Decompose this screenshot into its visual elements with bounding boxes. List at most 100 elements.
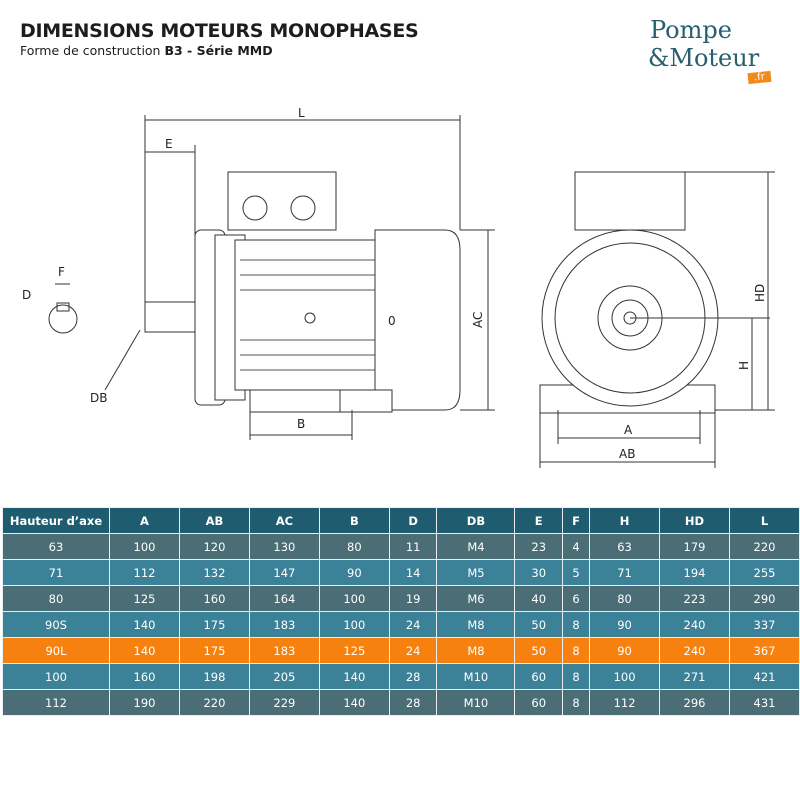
table-cell: 112 <box>109 559 180 586</box>
table-cell: 220 <box>728 533 800 560</box>
label-AB: AB <box>619 447 635 461</box>
table-cell: 229 <box>248 689 320 716</box>
table-cell: 271 <box>659 663 730 690</box>
table-cell: 50 <box>514 611 564 638</box>
table-row: 112 190 220 229 140 28 M10 60 8 112 296 431 <box>2 689 800 716</box>
page-subtitle: Forme de construction B3 - Série MMD <box>20 43 273 58</box>
table-cell: 24 <box>388 637 438 664</box>
table-cell: M8 <box>436 611 516 638</box>
table-cell: 164 <box>248 585 320 612</box>
table-cell: 120 <box>178 533 250 560</box>
table-cell: 147 <box>248 559 320 586</box>
table-cell: 290 <box>728 585 800 612</box>
table-cell: 100 <box>109 533 180 560</box>
table-cell: 130 <box>248 533 320 560</box>
label-zero: 0 <box>388 314 396 328</box>
table-row: 63 100 120 130 80 11 M4 23 4 63 179 220 <box>2 533 800 560</box>
table-cell: 60 <box>514 689 564 716</box>
table-cell: 205 <box>248 663 320 690</box>
table-cell: 125 <box>318 637 390 664</box>
table-cell: M8 <box>436 637 516 664</box>
table-cell: 8 <box>562 637 591 664</box>
table-cell: 431 <box>728 689 800 716</box>
label-H: H <box>737 361 751 370</box>
subtitle-text: Forme de construction <box>20 43 165 58</box>
table-cell: 220 <box>178 689 250 716</box>
table-cell: 14 <box>388 559 438 586</box>
table-cell: 90 <box>589 611 661 638</box>
column-header: H <box>589 507 661 534</box>
table-cell: 8 <box>562 611 591 638</box>
label-D: D <box>22 288 31 302</box>
label-AC: AC <box>471 312 485 328</box>
table-cell: 175 <box>178 637 250 664</box>
table-header-row: Hauteur d’axe A AB AC B D DB E F H HD L <box>2 507 800 534</box>
table-row: 71 112 132 147 90 14 M5 30 5 71 194 255 <box>2 559 800 586</box>
table-cell: 80 <box>318 533 390 560</box>
table-cell: 8 <box>562 689 591 716</box>
table-cell: 11 <box>388 533 438 560</box>
table-cell: 140 <box>318 663 390 690</box>
table-cell: 6 <box>562 585 591 612</box>
page-title: DIMENSIONS MOTEURS MONOPHASES <box>20 20 419 42</box>
table-cell: 100 <box>589 663 661 690</box>
table-cell: 183 <box>248 637 320 664</box>
table-cell: 112 <box>2 689 110 716</box>
table-row: 80 125 160 164 100 19 M6 40 6 80 223 290 <box>2 585 800 612</box>
table-cell: 80 <box>589 585 661 612</box>
column-header: L <box>728 507 800 534</box>
table-cell: 19 <box>388 585 438 612</box>
label-F: F <box>58 265 65 279</box>
logo-line2: &Moteur <box>648 44 760 72</box>
column-header: DB <box>436 507 516 534</box>
table-cell: 240 <box>659 637 730 664</box>
table-cell: 223 <box>659 585 730 612</box>
table-cell: 90 <box>318 559 390 586</box>
table-cell: 40 <box>514 585 564 612</box>
column-header: D <box>388 507 438 534</box>
table-cell: 8 <box>562 663 591 690</box>
table-cell: 296 <box>659 689 730 716</box>
table-cell: 100 <box>318 611 390 638</box>
table-cell: M10 <box>436 689 516 716</box>
label-A: A <box>624 423 633 437</box>
table-row: 90S 140 175 183 100 24 M8 50 8 90 240 337 <box>2 611 800 638</box>
table-cell: 337 <box>728 611 800 638</box>
front-view: HD H A AB <box>539 171 775 468</box>
column-header: A <box>109 507 180 534</box>
logo: Pompe &Moteur .fr <box>648 16 788 91</box>
table-cell: 24 <box>388 611 438 638</box>
side-view: L E F D DB B 0 AC <box>22 106 495 440</box>
table-cell: 60 <box>514 663 564 690</box>
column-header: E <box>514 507 564 534</box>
table-cell: 28 <box>388 663 438 690</box>
table-cell: 421 <box>728 663 800 690</box>
table-cell: 240 <box>659 611 730 638</box>
logo-suffix: .fr <box>747 70 772 85</box>
table-cell: 90 <box>589 637 661 664</box>
table-cell: 100 <box>2 663 110 690</box>
table-cell: 183 <box>248 611 320 638</box>
table-cell: 194 <box>659 559 730 586</box>
table-cell: 367 <box>728 637 800 664</box>
table-cell: 190 <box>109 689 180 716</box>
table-cell: 140 <box>109 637 180 664</box>
column-header: B <box>318 507 390 534</box>
logo-line1: Pompe <box>650 16 732 44</box>
table-row: 90L 140 175 183 125 24 M8 50 8 90 240 367 <box>2 637 800 664</box>
column-header: F <box>562 507 591 534</box>
table-cell: 140 <box>109 611 180 638</box>
table-cell: M5 <box>436 559 516 586</box>
table-cell: 112 <box>589 689 661 716</box>
table-cell: 5 <box>562 559 591 586</box>
table-cell: 90S <box>2 611 110 638</box>
table-cell: 50 <box>514 637 564 664</box>
table-cell: 125 <box>109 585 180 612</box>
table-cell: 63 <box>2 533 110 560</box>
table-cell: 23 <box>514 533 564 560</box>
table-cell: 71 <box>2 559 110 586</box>
table-cell: 160 <box>109 663 180 690</box>
table-cell: 80 <box>2 585 110 612</box>
label-B: B <box>297 417 305 431</box>
table-cell: 90L <box>2 637 110 664</box>
